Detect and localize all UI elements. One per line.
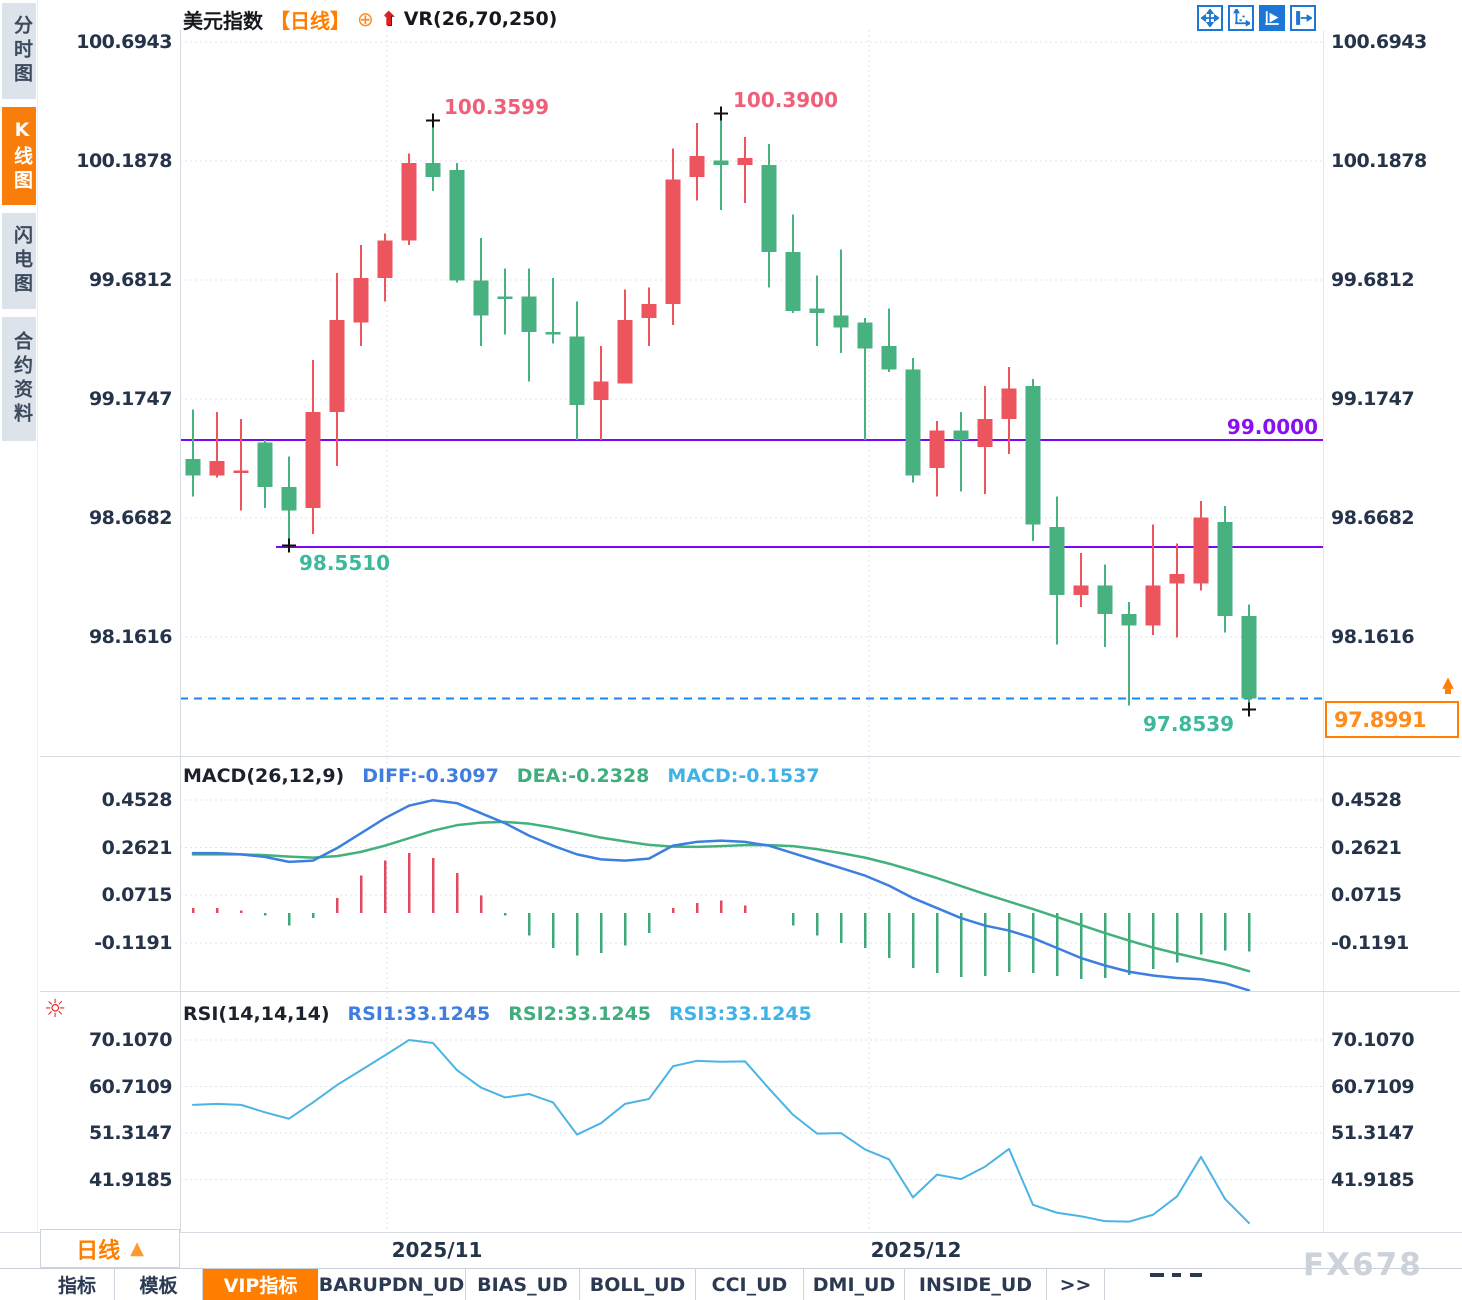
axis-tick-label: 70.1070 [1331,1029,1415,1051]
sidebar-tab-flash[interactable]: 闪电图 [2,213,36,309]
axis-tick-label: 100.1878 [1331,149,1427,172]
price-arrow-icon: ▲ [1436,675,1460,694]
symbol-name: 美元指数 [183,8,263,33]
tab-inside-ud[interactable]: INSIDE_UD [905,1269,1047,1300]
axis-tick-label: 0.0715 [101,884,173,907]
x-axis-label-dec: 2025/12 [870,1238,962,1262]
axis-scale-icon[interactable] [1228,5,1254,31]
tab-indicators[interactable]: 指标 [40,1269,115,1300]
macd-rsi-divider [40,991,1460,992]
period-selector[interactable]: 日线 ▲ [40,1229,180,1268]
rsi1-value: RSI1:33.1245 [347,1003,491,1025]
indicator-settings-icon[interactable]: ☼ [44,994,67,1023]
axis-tick-label: 0.4528 [1331,789,1402,811]
tab-templates[interactable]: 模板 [115,1269,203,1300]
clipped-tab-fragment [1172,1273,1181,1277]
period-tag: 【日线】 [270,8,350,33]
chart-toolbar [1197,5,1316,31]
rsi-header: RSI(14,14,14) RSI1:33.1245 RSI2:33.1245 … [183,1003,812,1025]
tab-barupdn-ud[interactable]: BARUPDN_UD [318,1269,466,1300]
axis-tick-label: 99.1747 [88,387,173,410]
sidebar-tab-contract-info[interactable]: 合约资料 [2,317,36,441]
tab-cci-ud[interactable]: CCI_UD [696,1269,804,1300]
rsi-chart-canvas[interactable] [180,992,1323,1232]
clipped-tab-fragment [1150,1273,1164,1277]
macd-chart-canvas[interactable] [180,757,1323,992]
axis-tick-label: 41.9185 [88,1168,173,1191]
x-axis-label-nov: 2025/11 [391,1238,483,1262]
tab-vip-indicators[interactable]: VIP指标 [203,1269,318,1300]
up-arrow-icon[interactable]: ⬆ [380,8,397,30]
plot-right-border [1323,30,1324,1232]
high-annotation-2: 100.3900 [733,88,839,112]
axis-tick-label: 100.6943 [1331,31,1427,53]
price-macd-divider [40,756,1460,757]
axis-tick-label: 99.6812 [88,268,173,291]
axis-tick-label: -0.1191 [94,931,172,954]
left-sidebar: 分时图 K线图 闪电图 合约资料 [0,0,38,1300]
clipped-tab-fragment [1190,1273,1202,1277]
macd-macd-value: MACD:-0.1537 [667,765,820,787]
axis-tick-label: -0.1191 [1331,931,1409,954]
exit-right-icon[interactable] [1290,5,1316,31]
macd-diff-value: DIFF:-0.3097 [362,765,499,787]
x-axis-row [0,1232,1462,1268]
rsi3-value: RSI3:33.1245 [669,1003,812,1025]
macd-header: MACD(26,12,9) DIFF:-0.3097 DEA:-0.2328 M… [183,765,820,787]
axis-play-icon[interactable] [1259,5,1285,31]
axis-tick-label: 98.1616 [88,625,173,648]
axis-tick-label: 60.7109 [88,1075,173,1098]
axis-tick-label: 100.1878 [76,149,172,172]
axis-tick-label: 70.1070 [88,1029,173,1051]
add-indicator-icon[interactable]: ⊕ [357,7,374,31]
axis-tick-label: 41.9185 [1331,1168,1415,1191]
axis-tick-label: 99.6812 [1331,268,1415,291]
sidebar-tab-timeline[interactable]: 分时图 [2,3,36,99]
tab-bias-ud[interactable]: BIAS_UD [466,1269,580,1300]
rsi2-value: RSI2:33.1245 [508,1003,652,1025]
rsi-name: RSI(14,14,14) [183,1003,330,1025]
low-annotation-2: 97.8539 [1143,712,1235,736]
hline-price-label: 99.0000 [1226,415,1318,439]
tab-more[interactable]: >> [1047,1269,1105,1300]
axis-tick-label: 98.6682 [88,506,173,529]
high-annotation-1: 100.3599 [444,95,550,119]
tab-boll-ud[interactable]: BOLL_UD [580,1269,696,1300]
plot-left-border [180,30,181,1232]
indicator-tab-bar: 指标 模板 VIP指标 BARUPDN_UD BIAS_UD BOLL_UD C… [0,1268,1462,1300]
axis-tick-label: 60.7109 [1331,1075,1415,1098]
triangle-up-icon: ▲ [130,1238,144,1259]
current-price-box: 97.8991 [1325,701,1459,738]
price-chart-canvas[interactable] [180,30,1323,757]
low-annotation-1: 98.5510 [299,551,391,575]
macd-dea-value: DEA:-0.2328 [516,765,650,787]
axis-tick-label: 51.3147 [1331,1122,1415,1144]
macd-name: MACD(26,12,9) [183,765,345,787]
axis-tick-label: 51.3147 [88,1122,173,1144]
axis-tick-label: 0.4528 [101,789,173,811]
axis-tick-label: 0.2621 [101,836,173,859]
watermark: FX678 [1303,1247,1423,1283]
axis-tick-label: 99.1747 [1331,387,1415,410]
chart-header: 美元指数 【日线】 ⊕ ⬆ VR(26,70,250) [183,6,558,33]
axis-tick-label: 98.1616 [1331,625,1415,648]
axis-tick-label: 100.6943 [76,31,172,53]
axis-tick-label: 0.0715 [1331,884,1402,907]
sidebar-tab-kline[interactable]: K线图 [2,107,36,205]
axis-tick-label: 98.6682 [1331,506,1415,529]
bottom-left-border [40,1232,41,1300]
indicator-name: VR(26,70,250) [403,8,558,30]
pan-icon[interactable] [1197,5,1223,31]
axis-tick-label: 0.2621 [1331,836,1402,859]
period-selector-label: 日线 [76,1238,121,1264]
tab-dmi-ud[interactable]: DMI_UD [804,1269,905,1300]
